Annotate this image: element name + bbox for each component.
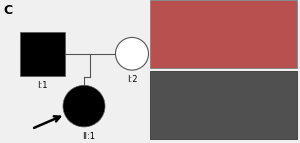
Ellipse shape (116, 37, 148, 70)
Text: C: C (3, 4, 12, 17)
Bar (20, 31, 64, 76)
Ellipse shape (63, 85, 105, 127)
Bar (150, 71, 297, 139)
Text: I:1: I:1 (37, 81, 47, 90)
Bar (150, 0, 297, 68)
Text: I:2: I:2 (127, 75, 137, 84)
Text: II:1: II:1 (82, 132, 95, 141)
